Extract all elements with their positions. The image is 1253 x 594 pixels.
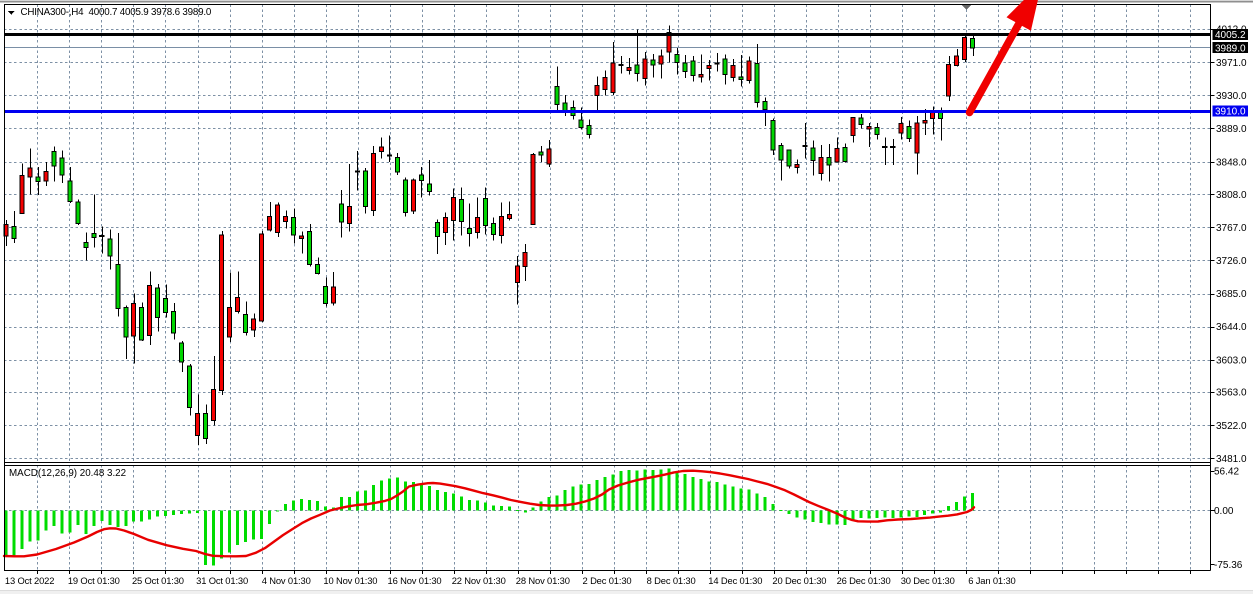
svg-text:10 Nov 01:30: 10 Nov 01:30 — [323, 575, 377, 586]
svg-text:4005.2: 4005.2 — [1215, 30, 1246, 41]
svg-text:3726.0: 3726.0 — [1216, 256, 1247, 267]
svg-text:3930.0: 3930.0 — [1216, 91, 1247, 102]
svg-text:4 Nov 01:30: 4 Nov 01:30 — [262, 575, 311, 586]
svg-text:3644.0: 3644.0 — [1216, 322, 1247, 333]
svg-text:3685.0: 3685.0 — [1216, 289, 1247, 300]
svg-text:3971.0: 3971.0 — [1216, 58, 1247, 69]
svg-text:3889.0: 3889.0 — [1216, 124, 1247, 135]
svg-text:30 Dec 01:30: 30 Dec 01:30 — [901, 575, 955, 586]
svg-text:16 Nov 01:30: 16 Nov 01:30 — [388, 575, 442, 586]
svg-text:3522.0: 3522.0 — [1216, 421, 1247, 432]
svg-text:20 Dec 01:30: 20 Dec 01:30 — [772, 575, 826, 586]
svg-text:19 Oct 01:30: 19 Oct 01:30 — [68, 575, 120, 586]
svg-text:26 Dec 01:30: 26 Dec 01:30 — [837, 575, 891, 586]
svg-text:28 Nov 01:30: 28 Nov 01:30 — [516, 575, 570, 586]
svg-text:3563.0: 3563.0 — [1216, 388, 1247, 399]
svg-text:31 Oct 01:30: 31 Oct 01:30 — [196, 575, 248, 586]
svg-text:3808.0: 3808.0 — [1216, 190, 1247, 201]
svg-text:3603.0: 3603.0 — [1216, 355, 1247, 366]
svg-text:MACD(12,26,9) 20.48 3.22: MACD(12,26,9) 20.48 3.22 — [9, 468, 126, 479]
svg-text:0.00: 0.00 — [1214, 506, 1234, 517]
svg-text:56.42: 56.42 — [1214, 466, 1239, 477]
svg-text:3767.0: 3767.0 — [1216, 223, 1247, 234]
svg-text:6 Jan 01:30: 6 Jan 01:30 — [968, 575, 1015, 586]
svg-text:-75.36: -75.36 — [1214, 560, 1243, 571]
svg-text:3481.0: 3481.0 — [1216, 454, 1247, 465]
svg-text:22 Nov 01:30: 22 Nov 01:30 — [452, 575, 506, 586]
svg-text:25 Oct 01:30: 25 Oct 01:30 — [132, 575, 184, 586]
svg-text:13 Oct 2022: 13 Oct 2022 — [5, 575, 54, 586]
svg-text:8 Dec 01:30: 8 Dec 01:30 — [647, 575, 696, 586]
svg-text:3989.0: 3989.0 — [1215, 43, 1246, 54]
svg-text:2 Dec 01:30: 2 Dec 01:30 — [583, 575, 632, 586]
svg-text:3848.0: 3848.0 — [1216, 157, 1247, 168]
svg-text:CHINA300-,H4 4000.7 4005.9 39: CHINA300-,H4 4000.7 4005.9 3978.6 3989.0 — [21, 7, 212, 18]
svg-text:14 Dec 01:30: 14 Dec 01:30 — [708, 575, 762, 586]
svg-text:3910.0: 3910.0 — [1215, 107, 1246, 118]
